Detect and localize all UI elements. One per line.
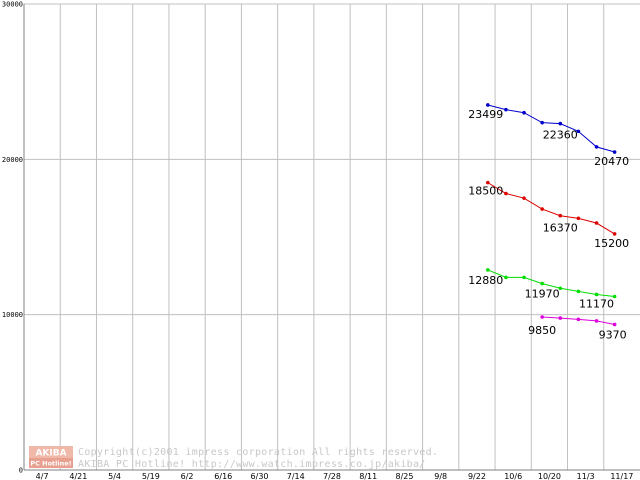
copyright-watermark: AKIBA PC Hotline! Copyright(c)2001 impre… xyxy=(29,446,438,470)
site-url-line: AKIBA PC Hotline! http://www.watch.impre… xyxy=(78,459,426,470)
axes xyxy=(23,4,640,471)
series-line-2 xyxy=(487,182,615,235)
data-label: 18500 xyxy=(468,185,503,198)
data-labels: 23499 22360 20470 18500 16370 15200 12880 11970… xyxy=(468,108,629,341)
data-label: 12880 xyxy=(468,274,503,287)
x-tick-label: 11/17 xyxy=(610,472,633,480)
series-point xyxy=(522,275,526,280)
series-point xyxy=(612,232,617,236)
series-point xyxy=(486,268,490,272)
x-tick-label: 6/2 xyxy=(181,472,194,480)
y-axis-tick-labels: 30000 20000 10000 0 xyxy=(2,1,23,475)
grid-lines xyxy=(24,3,640,470)
data-label: 23499 xyxy=(468,108,503,121)
y-tick-label: 0 xyxy=(19,467,23,475)
akiba-logo-text: AKIBA xyxy=(35,449,66,459)
series-point xyxy=(612,294,617,299)
x-axis-tick-labels: 4/7 4/21 5/4 5/19 6/2 6/16 6/30 7/14 7/28 8/11 8/2… xyxy=(36,472,634,480)
series-point xyxy=(540,120,544,125)
series-point xyxy=(594,221,599,225)
series-point xyxy=(612,322,617,327)
series-point xyxy=(486,180,490,185)
data-label: 11970 xyxy=(525,288,560,301)
x-tick-label: 7/28 xyxy=(323,472,341,480)
y-tick-label: 20000 xyxy=(2,156,23,164)
x-tick-label: 4/21 xyxy=(69,472,87,480)
x-tick-label: 4/7 xyxy=(36,472,49,480)
series-point xyxy=(504,191,508,196)
copyright-line: Copyright(c)2001 impress corporation All… xyxy=(78,447,438,458)
data-label: 20470 xyxy=(594,155,629,168)
series-point xyxy=(558,286,563,291)
series-line-1 xyxy=(487,104,615,153)
series-line-3 xyxy=(487,269,615,297)
series-point xyxy=(612,150,617,154)
data-label: 15200 xyxy=(594,237,629,250)
x-tick-label: 6/30 xyxy=(251,472,269,480)
data-label: 16370 xyxy=(543,222,578,235)
series-point xyxy=(522,110,526,115)
series-point xyxy=(522,196,526,200)
x-tick-label: 5/4 xyxy=(108,472,121,480)
x-tick-label: 6/16 xyxy=(214,472,232,480)
x-tick-label: 5/19 xyxy=(142,472,160,480)
x-tick-label: 10/6 xyxy=(504,472,522,480)
series-point xyxy=(540,315,544,319)
data-label: 9370 xyxy=(599,328,627,341)
series-point xyxy=(486,103,490,107)
series-point xyxy=(540,281,544,286)
series-point xyxy=(594,319,599,323)
series-point xyxy=(576,289,581,294)
x-tick-label: 10/20 xyxy=(538,472,561,480)
data-series xyxy=(486,103,617,327)
series-point xyxy=(576,317,581,322)
series-point xyxy=(558,121,563,126)
y-tick-label: 10000 xyxy=(2,311,23,319)
series-point xyxy=(540,207,544,211)
pc-hotline-logo-text: PC Hotline! xyxy=(30,460,71,468)
series-point xyxy=(504,107,508,112)
series-point xyxy=(594,292,599,297)
data-label: 9850 xyxy=(528,324,556,337)
y-tick-label: 30000 xyxy=(2,1,23,9)
x-tick-label: 7/14 xyxy=(287,472,305,480)
akiba-logo-bottom-bg xyxy=(29,458,73,468)
series-point xyxy=(594,145,599,149)
x-tick-label: 8/11 xyxy=(359,472,377,480)
series-point xyxy=(576,216,581,221)
series-point xyxy=(504,275,508,280)
x-tick-label: 9/22 xyxy=(468,472,486,480)
akiba-logo-top-bg xyxy=(29,446,73,458)
series-point xyxy=(558,316,563,320)
x-tick-label: 11/3 xyxy=(577,472,595,480)
series-point xyxy=(558,213,563,218)
x-tick-label: 8/25 xyxy=(395,472,413,480)
x-tick-label: 9/8 xyxy=(434,472,447,480)
series-point xyxy=(576,129,581,134)
data-label: 22360 xyxy=(543,129,578,142)
data-label: 11170 xyxy=(579,297,614,310)
